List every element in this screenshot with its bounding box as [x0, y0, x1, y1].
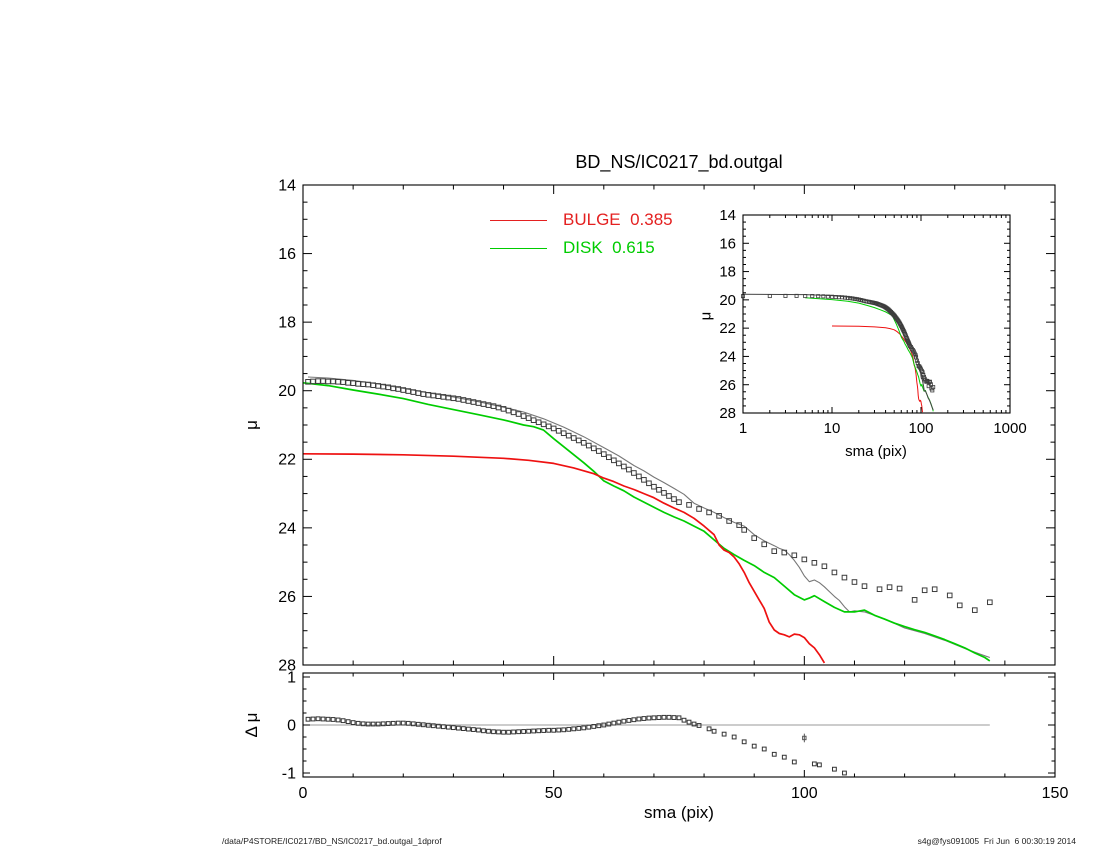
main-y-axis-label: μ — [242, 420, 261, 430]
inset-y-tick-label: 14 — [719, 207, 736, 224]
inset-x-tick-label: 10 — [824, 420, 841, 437]
disk-line-swatch — [490, 247, 547, 249]
delta-y-tick-label: -1 — [282, 765, 296, 782]
footer-user-timestamp: s4g@fys091005 Fri Jun 6 00:30:19 2014 — [917, 836, 1076, 846]
main-y-tick-label: 28 — [278, 657, 296, 674]
legend-item-disk: DISK 0.615 — [490, 234, 673, 262]
inset-x-tick-label: 1000 — [993, 420, 1026, 437]
main-y-tick-label: 24 — [278, 520, 296, 537]
inset-y-axis-label: μ — [697, 311, 715, 321]
plot-legend: BULGE 0.385 DISK 0.615 — [490, 206, 673, 262]
page-title: BD_NS/IC0217_bd.outgal — [575, 152, 783, 172]
delta-x-tick-label: 150 — [1042, 785, 1069, 802]
main-y-tick-label: 14 — [278, 177, 296, 194]
inset-x-tick-label: 100 — [908, 420, 933, 437]
main-y-tick-label: 26 — [278, 589, 296, 606]
main-y-tick-label: 16 — [278, 246, 296, 263]
inset-y-tick-label: 28 — [719, 405, 736, 422]
delta-y-axis-label: Δ μ — [242, 712, 261, 738]
main-y-tick-label: 20 — [278, 383, 296, 400]
main-y-tick-label: 18 — [278, 315, 296, 332]
inset-x-axis-label: sma (pix) — [845, 443, 907, 460]
delta-x-tick-label: 0 — [299, 785, 308, 802]
inset-y-tick-label: 26 — [719, 377, 736, 394]
inset-y-tick-label: 20 — [719, 292, 736, 309]
bulge-line-swatch — [490, 219, 547, 221]
legend-label-bulge: BULGE 0.385 — [563, 210, 673, 229]
legend-label-disk: DISK 0.615 — [563, 238, 655, 257]
delta-x-tick-label: 100 — [791, 785, 818, 802]
delta-y-tick-label: 1 — [287, 669, 296, 686]
main-y-tick-label: 22 — [278, 452, 296, 469]
inset-x-tick-label: 1 — [739, 420, 747, 437]
inset-y-tick-label: 22 — [719, 320, 736, 337]
delta-x-tick-label: 50 — [545, 785, 563, 802]
legend-item-bulge: BULGE 0.385 — [490, 206, 673, 234]
x-axis-label: sma (pix) — [644, 803, 714, 822]
footer-file-path: /data/P4STORE/IC0217/BD_NS/IC0217_bd.out… — [222, 836, 442, 846]
delta-y-tick-label: 0 — [287, 717, 296, 734]
inset-y-tick-label: 16 — [719, 235, 736, 252]
inset-y-tick-label: 24 — [719, 349, 736, 366]
inset-y-tick-label: 18 — [719, 264, 736, 281]
